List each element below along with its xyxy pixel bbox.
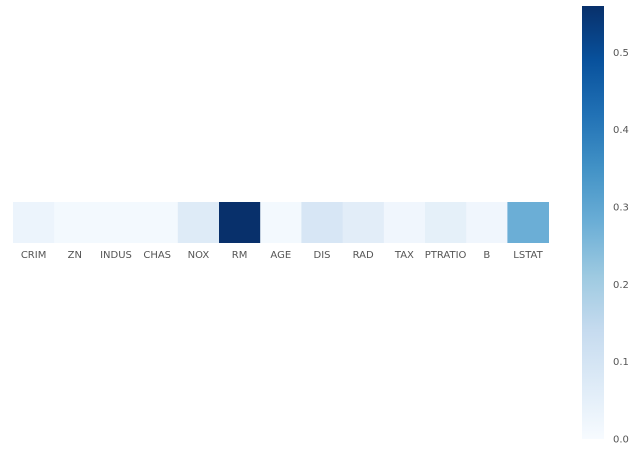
x-tick-label: TAX xyxy=(394,250,414,261)
heatmap-cell-dis xyxy=(301,202,343,243)
x-tick-label: PTRATIO xyxy=(425,250,467,261)
colorbar xyxy=(582,6,604,439)
x-tick-label: INDUS xyxy=(100,250,132,261)
colorbar-tick-label: 0.4 xyxy=(613,125,629,136)
x-tick-label: AGE xyxy=(270,250,291,261)
x-tick-label: LSTAT xyxy=(513,250,543,261)
heatmap-cell-rm xyxy=(219,202,261,243)
colorbar-tick-label: 0.0 xyxy=(613,435,629,446)
heatmap-cell-tax xyxy=(383,202,426,243)
heatmap-cells xyxy=(13,202,549,243)
heatmap-cell-rad xyxy=(342,202,385,243)
heatmap-cell-chas xyxy=(136,202,179,243)
x-tick-label: DIS xyxy=(314,250,331,261)
x-tick-label: CRIM xyxy=(21,250,47,261)
x-tick-label: NOX xyxy=(188,250,210,261)
heatmap-cell-age xyxy=(260,202,302,243)
colorbar-tick-label: 0.5 xyxy=(613,48,629,59)
x-tick-labels: CRIM ZN INDUS CHAS NOX RM AGE DIS RAD TAX PTRATIO B… xyxy=(21,250,544,261)
x-tick-label: B xyxy=(483,250,490,261)
heatmap-cell-b xyxy=(466,202,508,243)
x-tick-label: RAD xyxy=(353,250,374,261)
x-tick-label: ZN xyxy=(68,250,82,261)
colorbar-tick-label: 0.3 xyxy=(613,203,629,214)
colorbar-tick-label: 0.2 xyxy=(613,280,629,291)
x-tick-label: RM xyxy=(232,250,248,261)
heatmap-cell-indus xyxy=(95,202,137,243)
colorbar-tick-label: 0.1 xyxy=(613,357,629,368)
heatmap-cell-nox xyxy=(177,202,220,243)
colorbar-ticks: 0.0 0.1 0.2 0.3 0.4 0.5 xyxy=(613,48,629,446)
heatmap-cell-ptratio xyxy=(425,202,467,243)
heatmap-cell-crim xyxy=(13,202,55,243)
heatmap-cell-zn xyxy=(54,202,96,243)
x-tick-label: CHAS xyxy=(143,250,171,261)
heatmap-cell-lstat xyxy=(507,202,549,243)
